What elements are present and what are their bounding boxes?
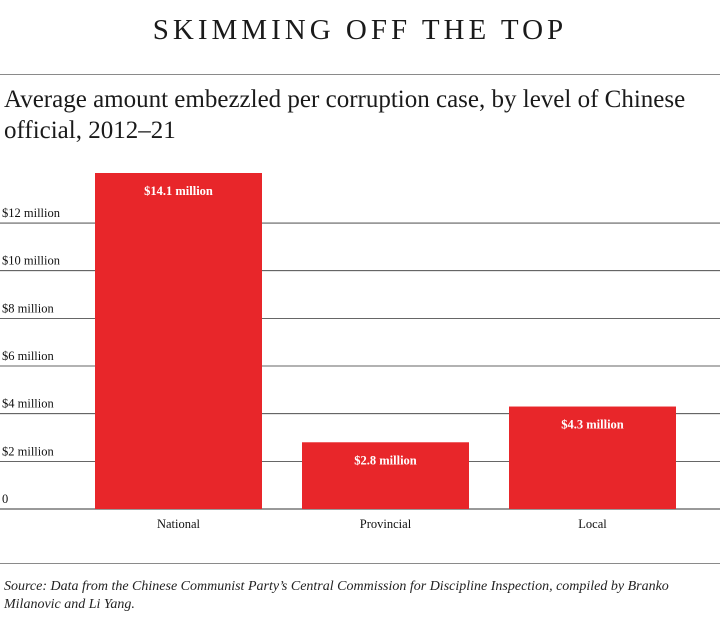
bar-value-label: $14.1 million — [144, 184, 213, 198]
top-divider — [0, 74, 720, 75]
chart-headline: Skimming off the top — [152, 14, 568, 46]
chart-subtitle: Average amount embezzled per corruption … — [4, 86, 686, 144]
bottom-divider — [0, 563, 720, 564]
y-tick-label: $4 million — [2, 397, 54, 411]
y-tick-label: $2 million — [2, 444, 54, 458]
x-category-label: Local — [578, 517, 607, 531]
x-category-label: National — [157, 517, 201, 531]
y-tick-label: $6 million — [2, 349, 54, 363]
bar-value-label: $4.3 million — [561, 418, 624, 432]
source-note: Source: Data from the Chinese Communist … — [4, 579, 669, 612]
y-tick-label: 0 — [2, 492, 8, 506]
bar-value-label: $2.8 million — [354, 453, 417, 467]
bar — [95, 173, 262, 509]
y-tick-label: $12 million — [2, 206, 61, 220]
y-tick-label: $8 million — [2, 301, 54, 315]
bar-chart: 0 $2 million $4 million $6 million $8 millio… — [0, 173, 720, 531]
x-category-label: Provincial — [360, 517, 412, 531]
bar — [509, 406, 676, 509]
bar — [302, 442, 469, 509]
y-tick-label: $10 million — [2, 254, 61, 268]
